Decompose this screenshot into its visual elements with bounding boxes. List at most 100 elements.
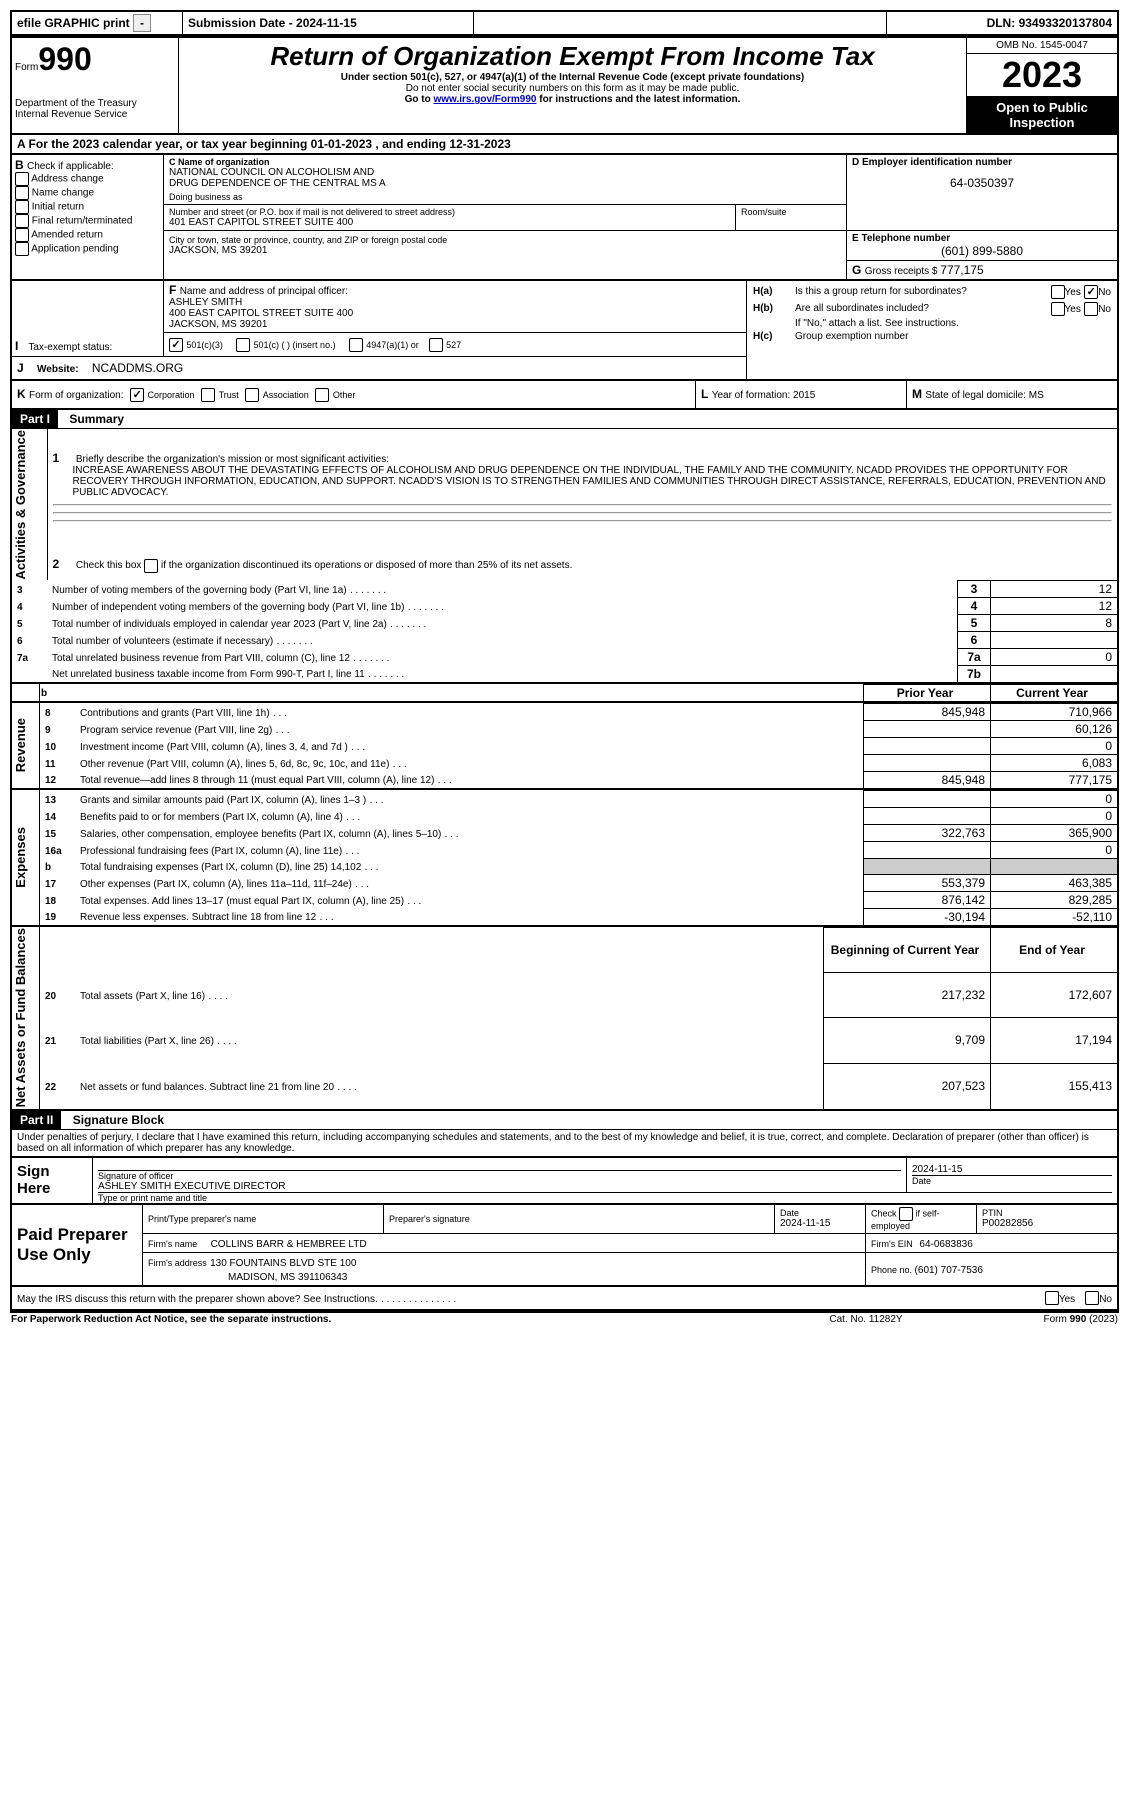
sub-date-label: Submission Date - (188, 16, 296, 30)
city-value: JACKSON, MS 39201 (169, 245, 841, 256)
part1-header: Part I (12, 410, 58, 428)
f-addr1: 400 EAST CAPITOL STREET SUITE 400 (169, 308, 741, 319)
phone-label: Phone no. (871, 1265, 915, 1275)
hb-no[interactable] (1084, 302, 1098, 316)
f-label: F (169, 283, 176, 297)
k-label: K (17, 387, 26, 401)
check-final[interactable]: Final return/terminated (15, 214, 160, 228)
i-527[interactable] (429, 338, 443, 352)
net-section: Net Assets or Fund Balances Beginning of… (10, 927, 1119, 1111)
hb-yes[interactable] (1051, 302, 1065, 316)
sect-a-label: A For the 2023 calendar year, or tax yea… (17, 137, 311, 151)
pye-section: Expenses13 Grants and similar amounts pa… (10, 790, 1119, 927)
check-name-change[interactable]: Name change (15, 186, 160, 200)
efile-header-bar: efile GRAPHIC print - Submission Date - … (10, 10, 1119, 36)
pye-header: b Prior Year Current Year (10, 684, 1119, 703)
prep-date: 2024-11-15 (780, 1218, 860, 1229)
gov-row: 3 Number of voting members of the govern… (11, 580, 1118, 597)
form-label: Form (15, 62, 38, 73)
hc-text: Group exemption number (794, 330, 1112, 343)
q1-value: INCREASE AWARENESS ABOUT THE DEVASTATING… (53, 465, 1113, 498)
open-inspection: Open to Public Inspection (967, 97, 1117, 133)
footer-right-pre: Form (1044, 1314, 1070, 1325)
sign-here: Sign Here (17, 1163, 87, 1197)
k-assoc[interactable] (245, 388, 259, 402)
j-label: J (17, 361, 24, 375)
form-number: 990 (38, 41, 91, 77)
street-value: 401 EAST CAPITOL STREET SUITE 400 (169, 217, 730, 228)
fihj-table: I Tax-exempt status: F Name and address … (10, 281, 1119, 381)
m-text: State of legal domicile: (925, 390, 1028, 401)
sub-date-value: 2024-11-15 (296, 16, 357, 30)
check-pending[interactable]: Application pending (15, 242, 160, 256)
goto-pre: Go to (405, 94, 434, 105)
sig-label: Signature of officer (98, 1171, 901, 1181)
gov-row: Net unrelated business taxable income fr… (11, 665, 1118, 683)
ha-no[interactable] (1084, 285, 1098, 299)
form-title-block: Form990 Department of the Treasury Inter… (10, 36, 1119, 135)
dln-label: DLN: (987, 16, 1019, 30)
firm-ein: 64-0683836 (919, 1239, 972, 1250)
hb-text: Are all subordinates included? (794, 300, 1000, 317)
discuss-no[interactable] (1085, 1291, 1099, 1305)
i-501c[interactable] (236, 338, 250, 352)
discuss-yes[interactable] (1045, 1291, 1059, 1305)
room-label: Room/suite (741, 207, 841, 217)
check-initial[interactable]: Initial return (15, 200, 160, 214)
c-name-2: DRUG DEPENDENCE OF THE CENTRAL MS A (169, 178, 841, 189)
footer-right-b: 990 (1070, 1314, 1087, 1325)
e-value: (601) 899-5880 (852, 244, 1112, 258)
j-text: Website: (37, 364, 79, 375)
l-value: 2015 (793, 390, 815, 401)
check-addr-change[interactable]: Address change (15, 172, 160, 186)
dept-treasury: Department of the Treasury (15, 98, 175, 109)
side-activities: Activities & Governance (13, 430, 28, 580)
k-other[interactable] (315, 388, 329, 402)
i-501c3[interactable] (169, 338, 183, 352)
i-text: Tax-exempt status: (28, 342, 112, 353)
part-1: Part I Summary Activities & Governance 1… (10, 410, 1119, 684)
gov-row: 7a Total unrelated business revenue from… (11, 648, 1118, 665)
k-corp[interactable] (130, 388, 144, 402)
q2-check[interactable] (144, 559, 158, 573)
street-label: Number and street (or P.O. box if mail i… (169, 207, 730, 217)
declaration: Under penalties of perjury, I declare th… (11, 1129, 1118, 1157)
sign-here-table: Sign Here Signature of officer ASHLEY SM… (10, 1158, 1119, 1205)
q1-text: Briefly describe the organization's miss… (76, 454, 389, 465)
goto-post: for instructions and the latest informat… (536, 94, 740, 105)
date-label: Date (912, 1176, 1112, 1186)
sig-name: ASHLEY SMITH EXECUTIVE DIRECTOR (98, 1181, 901, 1192)
irs-link[interactable]: www.irs.gov/Form990 (433, 94, 536, 105)
check-amended[interactable]: Amended return (15, 228, 160, 242)
prep-date-label: Date (780, 1208, 860, 1218)
e-label: E Telephone number (852, 233, 1112, 244)
d-label: D Employer identification number (852, 157, 1112, 168)
firm-addr2: MADISON, MS 391106343 (148, 1272, 347, 1283)
discuss-text: May the IRS discuss this return with the… (17, 1294, 378, 1305)
firm-ein-label: Firm's EIN (871, 1239, 913, 1249)
gov-row: 6 Total number of volunteers (estimate i… (11, 631, 1118, 648)
header-info-table: B Check if applicable: Address change Na… (10, 155, 1119, 281)
part1-title: Summary (61, 410, 132, 428)
footer-left: For Paperwork Reduction Act Notice, see … (10, 1312, 765, 1326)
firm-name: COLLINS BARR & HEMBREE LTD (211, 1239, 367, 1250)
ha-yes[interactable] (1051, 285, 1065, 299)
c-name-label: C Name of organization (169, 157, 841, 167)
d-value: 64-0350397 (852, 176, 1112, 190)
k-trust[interactable] (201, 388, 215, 402)
paid-preparer: Paid Preparer Use Only (17, 1225, 137, 1265)
ha-text: Is this a group return for subordinates? (794, 283, 1000, 300)
type-label: Type or print name and title (98, 1192, 1112, 1203)
f-text: Name and address of principal officer: (180, 286, 348, 297)
ptin-label: PTIN (982, 1208, 1112, 1218)
footer: For Paperwork Reduction Act Notice, see … (10, 1311, 1119, 1326)
i-4947[interactable] (349, 338, 363, 352)
firm-addr-label: Firm's address (148, 1258, 207, 1268)
c-name-1: NATIONAL COUNCIL ON ALCOHOLISM AND (169, 167, 841, 178)
print-button[interactable]: - (133, 14, 151, 32)
footer-right-post: (2023) (1089, 1314, 1118, 1325)
dln-value: 93493320137804 (1019, 16, 1112, 30)
q2-label: 2 (53, 557, 73, 571)
g-label: G (852, 263, 861, 277)
self-emp-check[interactable] (899, 1207, 913, 1221)
